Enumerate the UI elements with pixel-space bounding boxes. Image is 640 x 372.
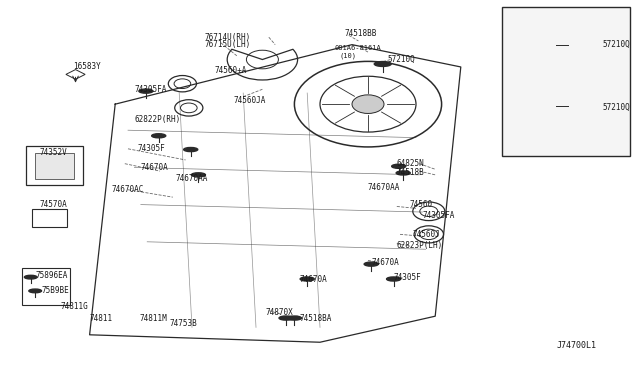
Text: 74518BB: 74518BB	[344, 29, 377, 38]
Ellipse shape	[152, 134, 166, 138]
Text: 74352V: 74352V	[40, 148, 67, 157]
Text: 74305F: 74305F	[138, 144, 165, 153]
Ellipse shape	[279, 316, 293, 320]
Text: 74670AC: 74670AC	[112, 185, 145, 194]
Text: 74753B: 74753B	[170, 319, 197, 328]
Text: 74305FA: 74305FA	[134, 85, 167, 94]
Ellipse shape	[184, 148, 198, 152]
Text: 081A6-8161A: 081A6-8161A	[334, 45, 381, 51]
Text: 76714U(RH): 76714U(RH)	[205, 33, 251, 42]
Text: 62822P(RH): 62822P(RH)	[134, 115, 180, 124]
Ellipse shape	[364, 262, 378, 266]
Text: 74811M: 74811M	[140, 314, 167, 323]
Text: 75B9BE: 75B9BE	[42, 286, 69, 295]
Bar	[22, 268, 70, 305]
Bar	[32, 209, 67, 227]
Text: 74670A: 74670A	[141, 163, 168, 172]
Text: 74560: 74560	[410, 200, 433, 209]
Text: 75896EA: 75896EA	[35, 271, 68, 280]
Text: 57210Q: 57210Q	[603, 103, 630, 112]
Text: 74560+A: 74560+A	[214, 66, 247, 75]
Text: 74518BA: 74518BA	[300, 314, 332, 323]
Text: 74670AA: 74670AA	[176, 174, 209, 183]
Ellipse shape	[392, 164, 406, 168]
Ellipse shape	[387, 277, 401, 281]
Text: 74305FA: 74305FA	[422, 211, 455, 220]
Text: 74811G: 74811G	[61, 302, 88, 311]
Text: 74305F: 74305F	[394, 273, 421, 282]
Bar	[502, 7, 630, 156]
Text: 74870X: 74870X	[266, 308, 293, 317]
Text: (10): (10)	[339, 52, 356, 59]
Ellipse shape	[29, 289, 42, 293]
Bar	[35, 153, 74, 179]
Ellipse shape	[300, 277, 314, 281]
Ellipse shape	[287, 316, 301, 320]
Ellipse shape	[24, 275, 37, 279]
Text: 57210Q: 57210Q	[603, 40, 630, 49]
Text: 74670A: 74670A	[371, 258, 399, 267]
Text: 16583Y: 16583Y	[74, 62, 101, 71]
Text: 74560JA: 74560JA	[234, 96, 266, 105]
Text: 74518B: 74518B	[397, 169, 424, 177]
Text: 74670A: 74670A	[300, 275, 327, 283]
Ellipse shape	[374, 61, 391, 67]
Text: 74570A: 74570A	[40, 200, 67, 209]
Ellipse shape	[538, 103, 556, 109]
Text: 74560J: 74560J	[413, 230, 440, 239]
Ellipse shape	[396, 171, 410, 175]
Ellipse shape	[191, 173, 205, 177]
Ellipse shape	[538, 42, 556, 47]
Text: J74700L1: J74700L1	[557, 341, 596, 350]
Text: 76715U(LH): 76715U(LH)	[205, 40, 251, 49]
Text: 62823P(LH): 62823P(LH)	[397, 241, 443, 250]
Text: 74670AA: 74670AA	[368, 183, 401, 192]
Circle shape	[352, 95, 384, 113]
Bar	[26, 146, 83, 185]
Text: 57210Q: 57210Q	[387, 55, 415, 64]
Text: 64825N: 64825N	[397, 159, 424, 168]
Text: 74811: 74811	[90, 314, 113, 323]
Ellipse shape	[139, 89, 153, 93]
